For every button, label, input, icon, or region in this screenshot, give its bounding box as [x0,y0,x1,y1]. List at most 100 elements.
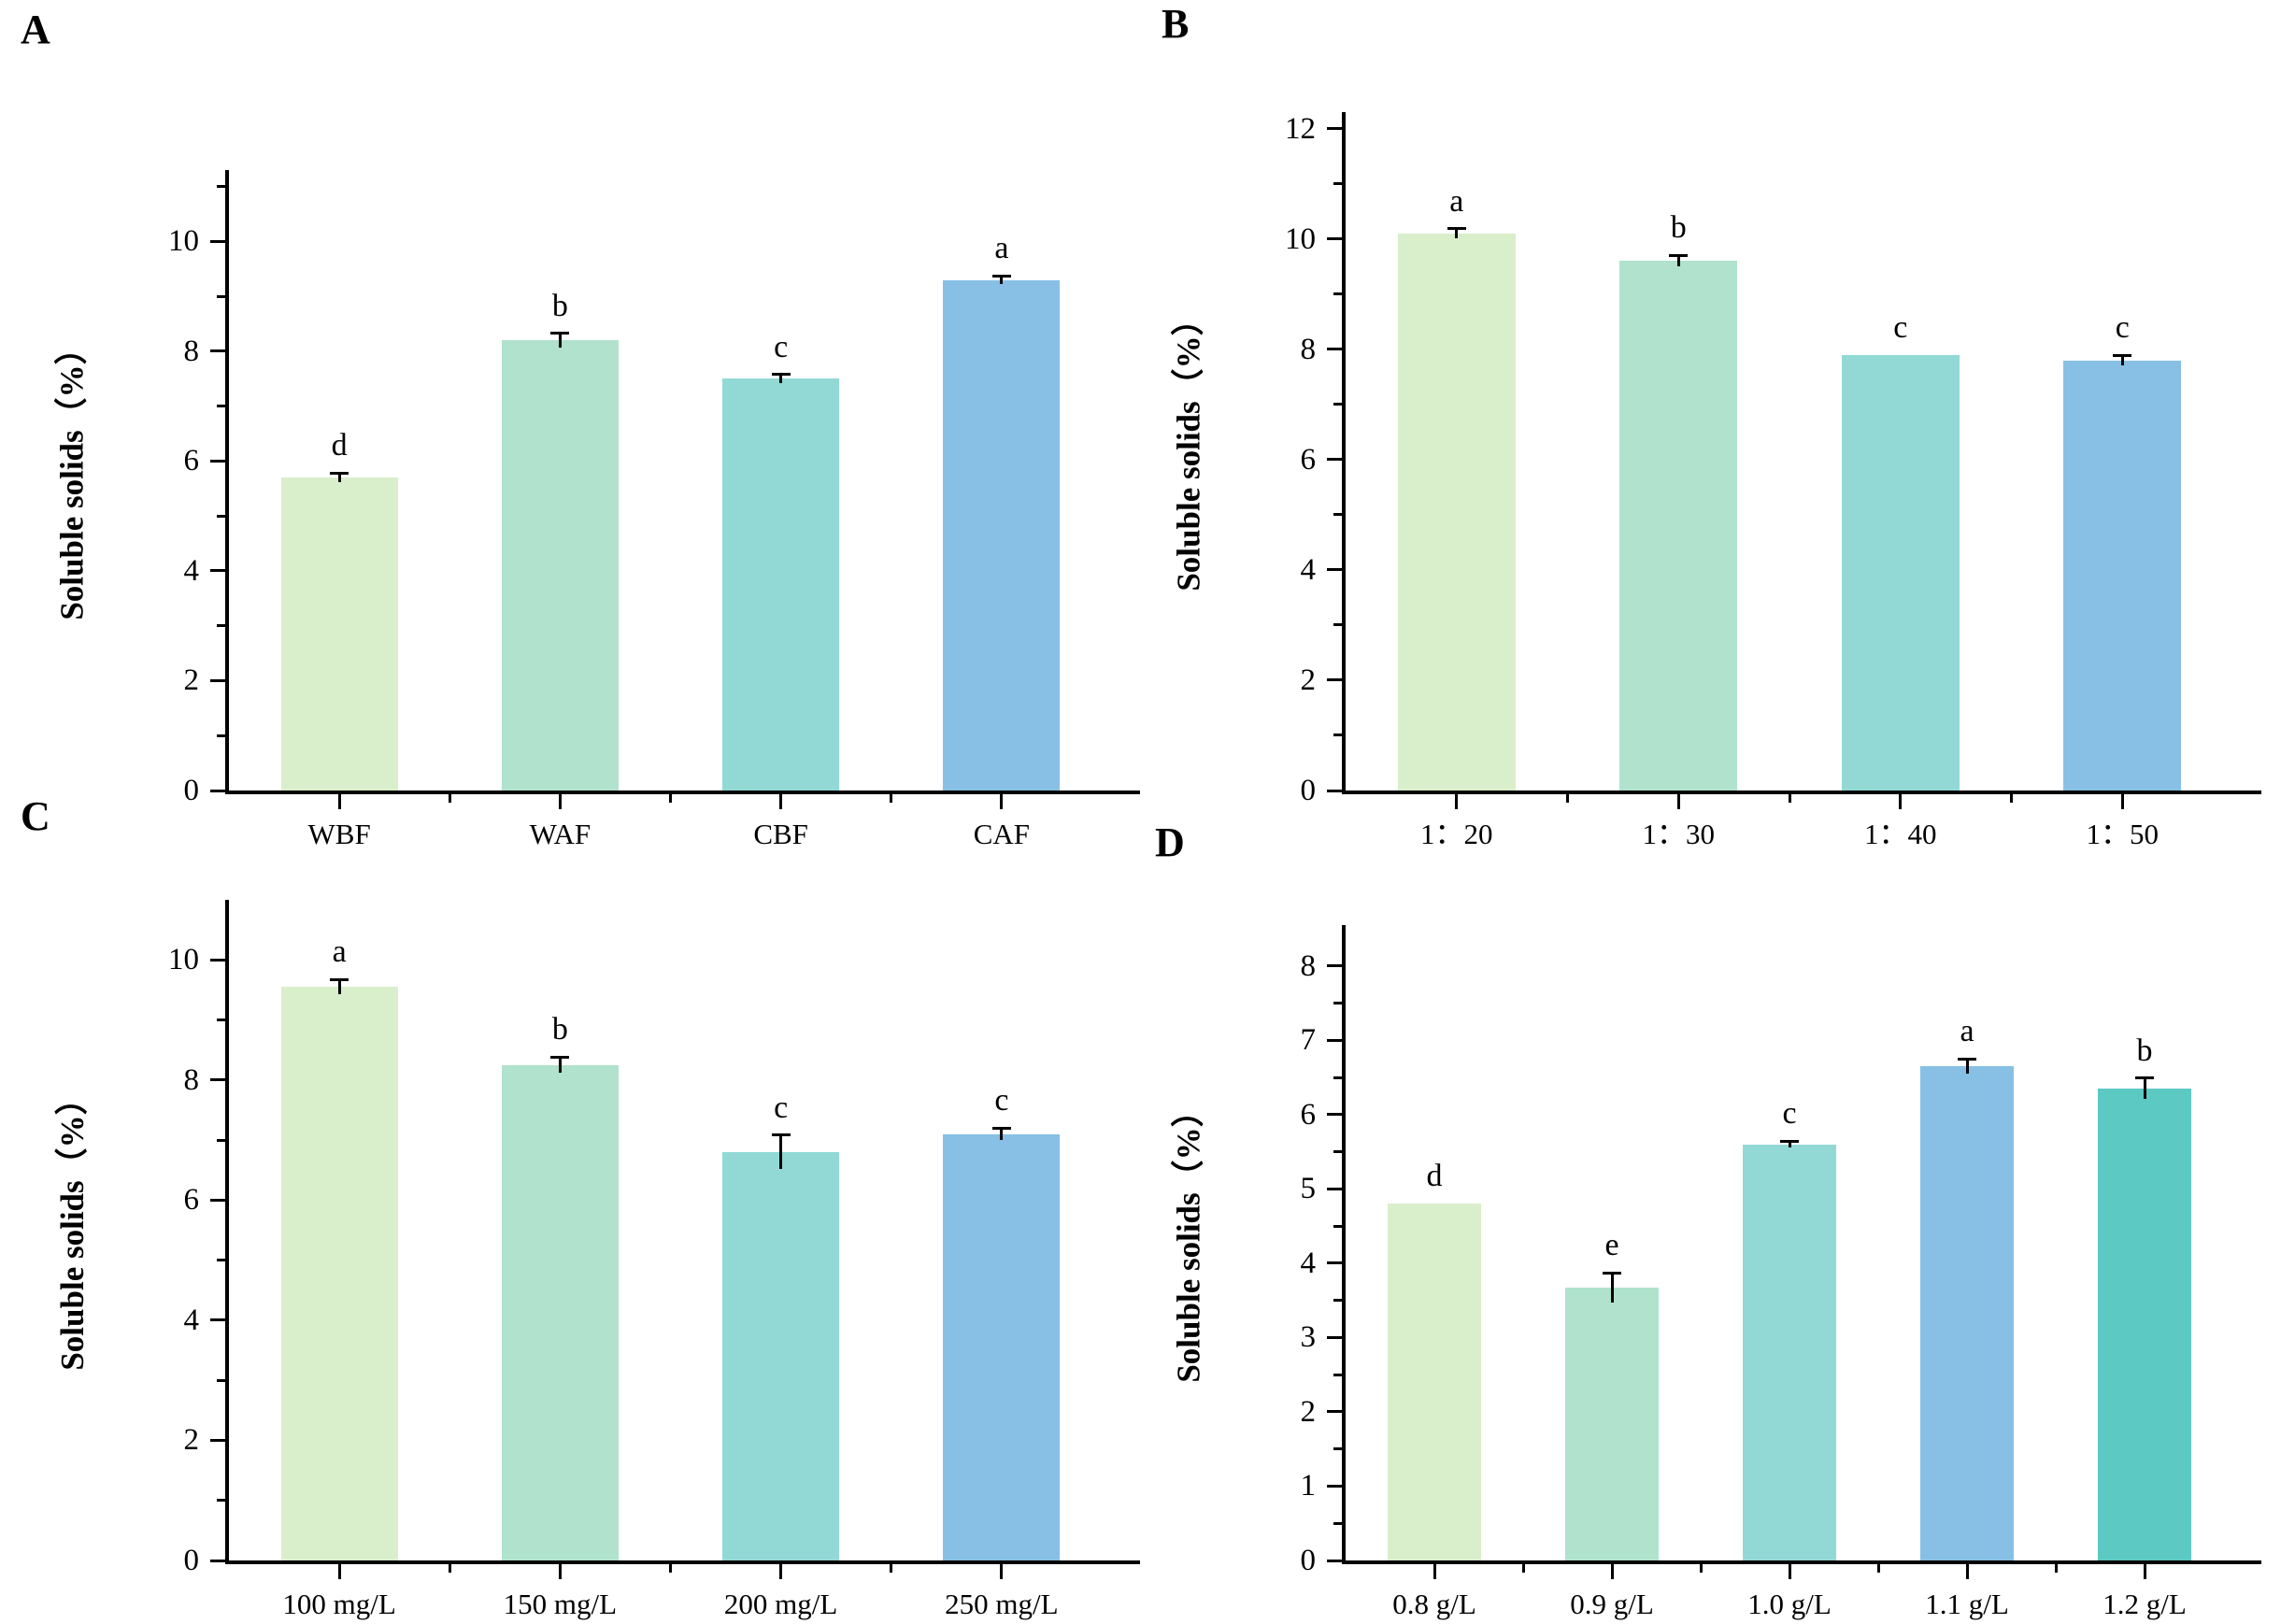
x-axis-line [1342,1560,2261,1564]
y-tick-label: 0 [1300,774,1317,807]
y-major-tick [1327,348,1342,351]
x-major-tick [337,794,341,809]
error-bar-line [1000,1128,1004,1141]
y-minor-tick [217,185,225,189]
y-axis-title: Soluble solids（%） [53,1081,91,1371]
y-major-tick [1327,1410,1342,1414]
error-bar-line [1000,276,1004,284]
error-bar-line [337,979,341,994]
y-major-tick [1327,1261,1342,1265]
x-tick-label: WBF [307,818,371,850]
error-bar-line [1610,1273,1614,1303]
x-tick-label: 150 mg/L [503,1588,618,1620]
x-tick-label: 1：30 [1642,818,1716,850]
bar-c-2 [501,1064,619,1560]
y-major-tick [1327,1187,1342,1190]
bar-b-4 [2063,360,2182,791]
y-tick-label: 2 [183,1423,200,1458]
y-major-tick [210,349,225,353]
y-major-tick [1327,1335,1342,1339]
y-minor-tick [217,734,225,737]
error-bar-cap [330,471,349,475]
y-major-tick [1327,1113,1342,1117]
x-tick-label: 1.1 g/L [1925,1588,2009,1620]
x-tick-label: 100 mg/L [282,1588,396,1620]
y-tick-label: 2 [1300,1394,1317,1429]
significance-letter: c [774,1090,789,1125]
x-tick-label: 0.9 g/L [1570,1588,1654,1620]
y-tick-label: 6 [1300,1097,1317,1132]
y-major-tick [1327,237,1342,241]
y-major-tick [210,459,225,463]
y-minor-tick [217,1138,225,1142]
error-bar-line [1788,1141,1791,1147]
significance-letter: c [1893,309,1908,345]
y-minor-tick [217,1259,225,1262]
panel-letter-b: B [1162,1,1190,47]
x-minor-tick [890,1564,893,1573]
error-bar-line [779,374,783,383]
x-tick-label: CAF [973,818,1031,850]
significance-letter: a [1960,1014,1974,1049]
y-minor-tick [217,405,225,408]
x-tick-label: 200 mg/L [723,1588,838,1620]
y-tick-label: 6 [183,444,200,478]
bar-d-1 [1387,1204,1482,1560]
x-major-tick [558,1564,562,1579]
y-axis-line [1342,925,1346,1564]
y-tick-label: 4 [1300,1246,1317,1280]
x-major-tick [1610,1564,1614,1579]
y-tick-label: 2 [1300,662,1317,697]
panel-letter-c: C [21,793,50,839]
y-major-tick [1327,789,1342,792]
y-major-tick [210,569,225,573]
y-minor-tick [1333,292,1342,296]
x-major-tick [558,794,562,809]
error-bar-line [2143,1077,2146,1100]
x-major-tick [2120,794,2124,809]
significance-letter: c [994,1083,1009,1118]
y-axis-line [225,900,229,1564]
y-tick-label: 0 [1300,1544,1317,1577]
y-tick-label: 4 [1300,552,1317,587]
x-major-tick [1455,794,1459,809]
y-minor-tick [217,514,225,518]
y-minor-tick [217,624,225,628]
x-minor-tick [2054,1564,2058,1573]
y-tick-label: 8 [1300,332,1317,366]
bar-d-4 [1919,1066,2015,1560]
x-tick-label: 1：50 [2086,818,2160,850]
x-major-tick [1788,1564,1791,1579]
y-major-tick [210,1198,225,1202]
y-tick-label: 4 [183,553,200,588]
y-tick-label: 10 [1285,221,1316,256]
significance-letter: c [774,329,789,364]
y-major-tick [210,958,225,962]
x-tick-label: 1：40 [1864,818,1937,850]
x-major-tick [2143,1564,2146,1579]
error-bar-line [337,473,341,482]
y-axis-title: Soluble solids（%） [1170,303,1207,591]
y-major-tick [1327,678,1342,682]
bar-a-3 [722,378,840,791]
y-major-tick [210,1559,225,1562]
y-tick-label: 6 [1300,442,1317,477]
y-minor-tick [1333,1447,1342,1451]
error-bar-line [1965,1059,1969,1075]
bar-d-2 [1564,1288,1660,1560]
x-minor-tick [448,1564,451,1573]
error-bar-cap [1603,1271,1621,1275]
y-tick-label: 7 [1300,1023,1317,1058]
y-minor-tick [217,1378,225,1382]
bar-b-3 [1841,354,1960,791]
error-bar-line [2120,355,2124,365]
error-bar-cap [1669,253,1689,257]
y-minor-tick [1333,403,1342,406]
y-tick-label: 3 [1300,1320,1317,1355]
y-major-tick [210,1078,225,1082]
error-bar-line [779,1134,783,1169]
y-major-tick [210,789,225,792]
y-minor-tick [1333,1373,1342,1376]
x-major-tick [1965,1564,1969,1579]
y-tick-label: 0 [183,774,200,807]
